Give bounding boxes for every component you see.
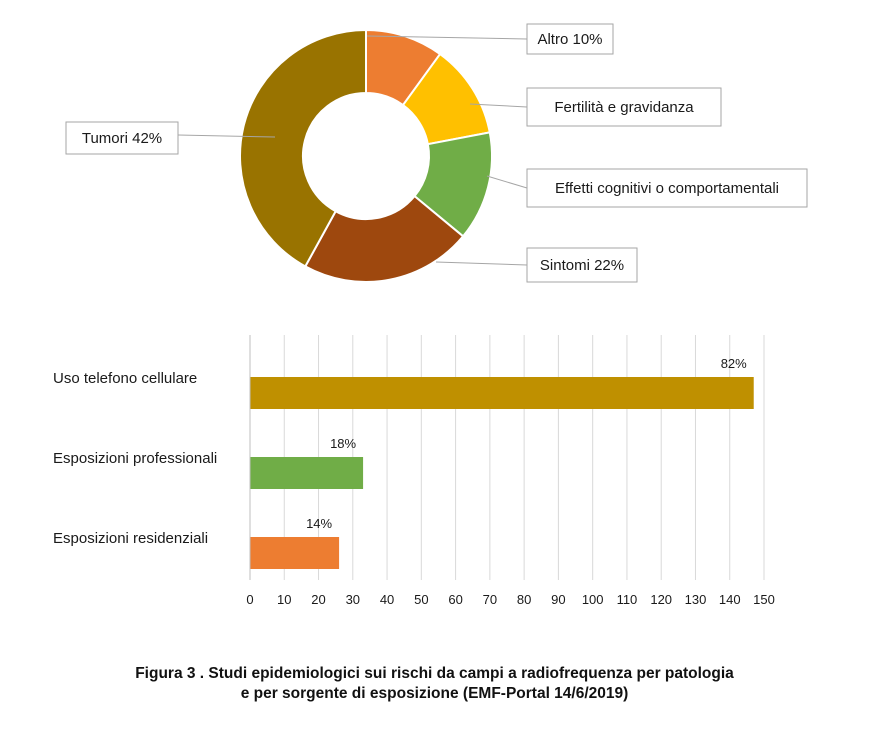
slice-leader-line [366,35,528,40]
x-tick-label: 20 [311,592,325,607]
x-tick-label: 40 [380,592,394,607]
slice-label: Altro 10% [537,31,602,48]
slice-label-box [526,168,808,208]
slice-label: Effetti cognitivi o comportamentali [555,180,779,197]
x-tick-label: 150 [753,592,775,607]
slice-label-box [526,87,722,127]
x-tick-label: 100 [582,592,604,607]
slice-leader-line [486,175,528,189]
x-tick-label: 60 [448,592,462,607]
slice-label-box [526,23,614,55]
caption-line-2: e per sorgente di esposizione (EMF-Porta… [240,685,629,702]
x-tick-label: 50 [414,592,428,607]
x-tick-label: 0 [246,592,253,607]
x-tick-label: 70 [483,592,497,607]
slice-label-box [65,121,179,155]
bar-chart: 0 10 20 30 40 50 60 70 80 90 100 110 120 130 140 150 Uso… [53,335,775,607]
data-label: 18% [330,436,356,451]
slice-label: Fertilità e gravidanza [554,99,694,116]
slice-label: Tumori 42% [82,130,162,147]
data-label: 82% [721,356,747,371]
donut-slice [303,194,465,283]
data-label: 14% [306,516,332,531]
x-tick-label: 80 [517,592,531,607]
category-label: Esposizioni residenziali [53,530,208,547]
slice-leader-line [469,103,528,108]
caption-line-1: Figura 3 . Studi epidemiologici sui risc… [135,665,734,682]
slice-leader-line [177,134,276,138]
x-tick-label: 30 [346,592,360,607]
x-tick-label: 90 [551,592,565,607]
x-tick-label: 120 [650,592,672,607]
donut-chart: Altro 10% Fertilità e gravidanza Effetti c… [65,23,808,283]
bar [250,457,364,489]
donut-slice [239,28,367,268]
category-label: Uso telefono cellulare [53,370,197,387]
bar [250,537,340,569]
category-label: Esposizioni professionali [53,450,217,467]
slice-label-box [526,247,638,283]
x-tick-label: 110 [617,592,638,607]
x-tick-label: 10 [277,592,291,607]
x-tick-label: 130 [685,592,707,607]
slice-leader-line [435,261,528,266]
bar [250,377,754,409]
figure-caption: Figura 3 . Studi epidemiologici sui risc… [0,664,869,704]
slice-label: Sintomi 22% [540,257,624,274]
x-tick-label: 140 [719,592,741,607]
